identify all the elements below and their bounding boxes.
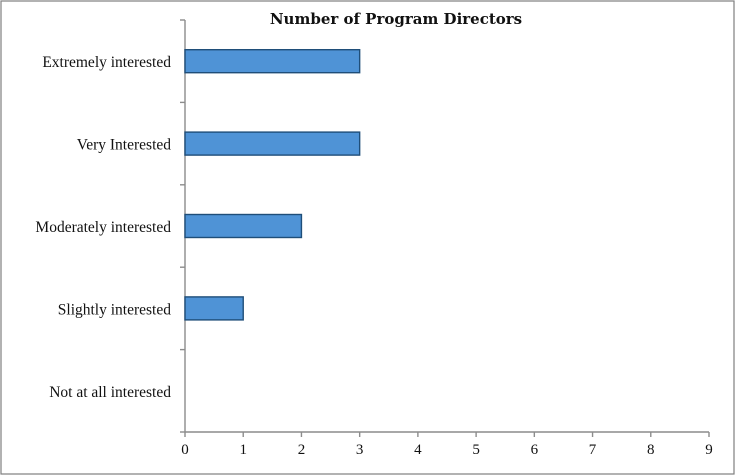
x-tick-label: 2	[298, 442, 306, 458]
x-tick-label: 0	[181, 442, 189, 458]
x-tick-label: 6	[531, 442, 539, 458]
y-tick-label: Moderately interested	[35, 219, 171, 236]
y-tick-label: Not at all interested	[49, 384, 171, 401]
bar	[184, 49, 361, 74]
x-tick-label: 7	[589, 442, 597, 458]
y-tick-label: Very Interested	[77, 137, 171, 154]
bar	[184, 131, 361, 156]
plot-area: 0 1 2 3 4 5 6 7 8 9 Extremely interested Very Inter…	[35, 19, 713, 458]
x-tick-label: 1	[239, 442, 247, 458]
chart-title: Number of Program Directors	[270, 10, 522, 28]
x-tick-label: 5	[472, 442, 480, 458]
x-tick-label: 3	[356, 442, 364, 458]
y-tick-label: Slightly interested	[58, 301, 171, 318]
bar	[184, 213, 303, 239]
bar	[184, 296, 244, 321]
x-tick-label: 8	[647, 442, 655, 458]
x-tick-label: 4	[414, 442, 422, 458]
x-tick-label: 9	[705, 442, 713, 458]
y-tick-label: Extremely interested	[42, 54, 171, 71]
